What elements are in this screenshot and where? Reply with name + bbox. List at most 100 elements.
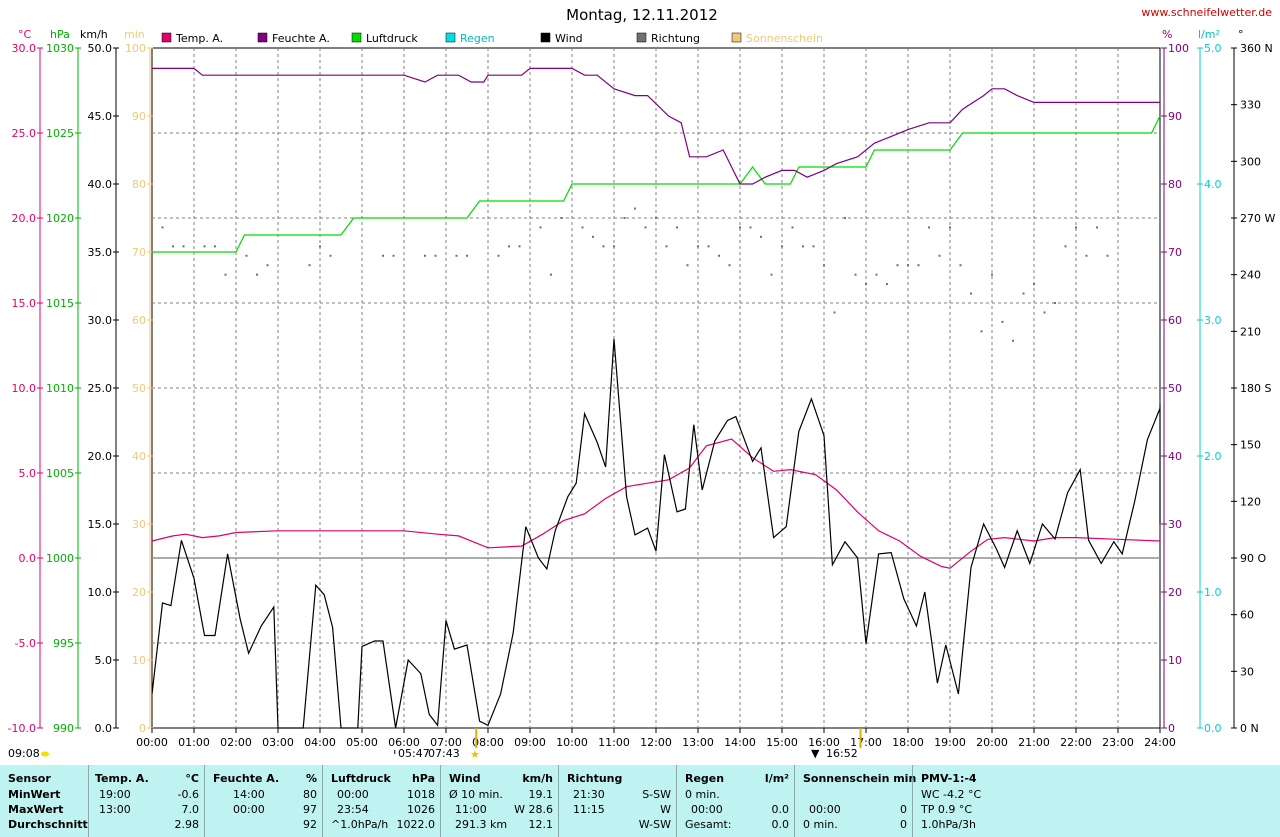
axes: 30.025.020.015.010.05.00.0-5.0-10.010301… — [8, 42, 1276, 735]
stats-direction-min-time: 21:30 — [573, 788, 605, 801]
temp-axis-label: 10.0 — [12, 382, 37, 395]
stats-pmv-header: PMV-1:-4 — [921, 772, 977, 785]
time-label: 04:00 — [304, 736, 336, 749]
time-label: 23:00 — [1102, 736, 1134, 749]
wind-line — [151, 338, 1161, 729]
wind-axis-label: 35.0 — [88, 246, 113, 259]
stats-sun-header: Sonnenschein min — [803, 772, 917, 785]
legend-swatch — [445, 32, 456, 43]
time-label: 22:00 — [1060, 736, 1092, 749]
richtung-point — [308, 264, 311, 267]
richtung-point — [329, 254, 332, 257]
legend-swatch — [161, 32, 172, 43]
stats-wind-avg10-value: 19.1 — [528, 788, 554, 801]
stats-pressure-trend: ^1.0hPa/h — [331, 818, 389, 831]
stats-pressure-max-time: 23:54 — [337, 803, 369, 816]
sun-axis-label: 10 — [132, 654, 146, 667]
richtung-point — [550, 273, 552, 276]
richtung-point — [980, 330, 983, 333]
legend: Temp. A. Feuchte A. Luftdruck Regen Wind Rich… — [161, 32, 823, 45]
richtung-point — [560, 217, 563, 219]
richtung-point — [256, 273, 258, 276]
direction-axis-label: 150 — [1240, 439, 1261, 452]
pressure-axis-label: 1020 — [46, 212, 74, 225]
stats-pmv-dewpoint: TP 0.9 °C — [921, 803, 973, 816]
stats-rain-total-label: Gesamt: — [685, 818, 732, 831]
richtung-point — [1075, 226, 1077, 229]
humidity-axis-label: 0 — [1168, 722, 1175, 735]
rain-axis-label: 3.0 — [1204, 314, 1222, 327]
richtung-point — [707, 245, 710, 248]
stats-temp-max-value: 7.0 — [181, 803, 200, 816]
richtung-point — [875, 273, 878, 276]
stats-rain-max-value: 0.0 — [771, 803, 790, 816]
humidity-axis-label: 70 — [1168, 246, 1182, 259]
stats-wind-max-time: 11:00 — [455, 803, 487, 816]
moonrise-time: 09:08 — [8, 747, 40, 760]
stats-wind-unit: km/h — [522, 772, 553, 785]
richtung-point — [203, 245, 206, 248]
richtung-point — [1106, 254, 1109, 257]
time-label: 09:00 — [514, 736, 546, 749]
richtung-point — [886, 283, 888, 286]
time-label: 24:00 — [1144, 736, 1176, 749]
richtung-point — [245, 254, 248, 257]
humidity-axis-label: 80 — [1168, 178, 1182, 191]
stats-humidity-col: Feuchte A. % 14:00 80 00:00 97 92 — [204, 765, 323, 837]
stats-rain-col: Regen l/m² 0 min. 00:00 0.0 Gesamt: 0.0 — [676, 765, 795, 837]
wind-axis-label: 15.0 — [88, 518, 113, 531]
time-label: 12:00 — [640, 736, 672, 749]
sunset-time: 16:52 — [826, 747, 858, 760]
stats-direction-col: Richtung 21:30 S-SW 11:15 W W-SW — [558, 765, 677, 837]
richtung-point — [214, 245, 216, 248]
richtung-point — [823, 264, 825, 267]
rain-axis-label: 1.0 — [1204, 586, 1222, 599]
sun-unit-label: min — [124, 28, 145, 41]
time-label: 03:00 — [262, 736, 294, 749]
rain-axis-label: 4.0 — [1204, 178, 1222, 191]
time-label: 13:00 — [682, 736, 714, 749]
temp-unit-label: °C — [18, 28, 32, 41]
sun-axis-label: 50 — [132, 382, 146, 395]
time-label: 20:00 — [976, 736, 1008, 749]
richtung-point — [466, 254, 468, 257]
temp-axis-label: 5.0 — [19, 467, 37, 480]
time-label: 11:00 — [598, 736, 630, 749]
stats-humidity-header: Feuchte A. — [213, 772, 280, 785]
stats-pressure-min-time: 00:00 — [337, 788, 369, 801]
stats-temp-col: Temp. A. °C 19:00 -0.6 13:00 7.0 2.98 — [88, 765, 205, 837]
richtung-point — [844, 217, 846, 219]
stats-direction-header: Richtung — [567, 772, 623, 785]
richtung-point — [623, 217, 626, 219]
wind-axis-label: 5.0 — [95, 654, 113, 667]
sun-axis-label: 0 — [139, 722, 146, 735]
legend-swatch — [540, 32, 551, 43]
pressure-axis-label: 1030 — [46, 42, 74, 55]
richtung-point — [865, 283, 867, 286]
stats-pmv-col: PMV-1:-4 WC -4.2 °C TP 0.9 °C 1.0hPa/3h — [912, 765, 1280, 837]
rain-unit-label: l/m² — [1198, 28, 1220, 41]
pressure-axis-label: 1000 — [46, 552, 74, 565]
direction-axis-label: 120 — [1240, 495, 1261, 508]
direction-axis-label: 330 — [1240, 99, 1261, 112]
richtung-point — [539, 226, 542, 229]
stats-direction-max-time: 11:15 — [573, 803, 605, 816]
richtung-point — [1054, 302, 1056, 304]
richtung-point — [1096, 226, 1098, 229]
sunset-icon: ▼ — [811, 747, 820, 760]
stats-humidity-avg-value: 92 — [303, 818, 317, 831]
stats-temp-max-time: 13:00 — [99, 803, 131, 816]
stats-wind-max-value: W 28.6 — [514, 803, 553, 816]
legend-label: Feuchte A. — [272, 32, 330, 45]
time-label: 16:00 — [808, 736, 840, 749]
legend-label: Sonnenschein — [746, 32, 823, 45]
richtung-point — [938, 254, 941, 257]
stats-humidity-max-value: 97 — [303, 803, 317, 816]
stats-sensor-header: Sensor — [8, 772, 51, 785]
statistics-panel: Sensor MinWert MaxWert Durchschnitt Temp… — [0, 765, 1280, 837]
richtung-point — [802, 245, 804, 248]
time-label: 02:00 — [220, 736, 252, 749]
time-axis: 00:00 01:00 02:00 03:00 04:00 05:00 06:00 07:00… — [136, 728, 1176, 749]
richtung-point — [613, 245, 615, 248]
